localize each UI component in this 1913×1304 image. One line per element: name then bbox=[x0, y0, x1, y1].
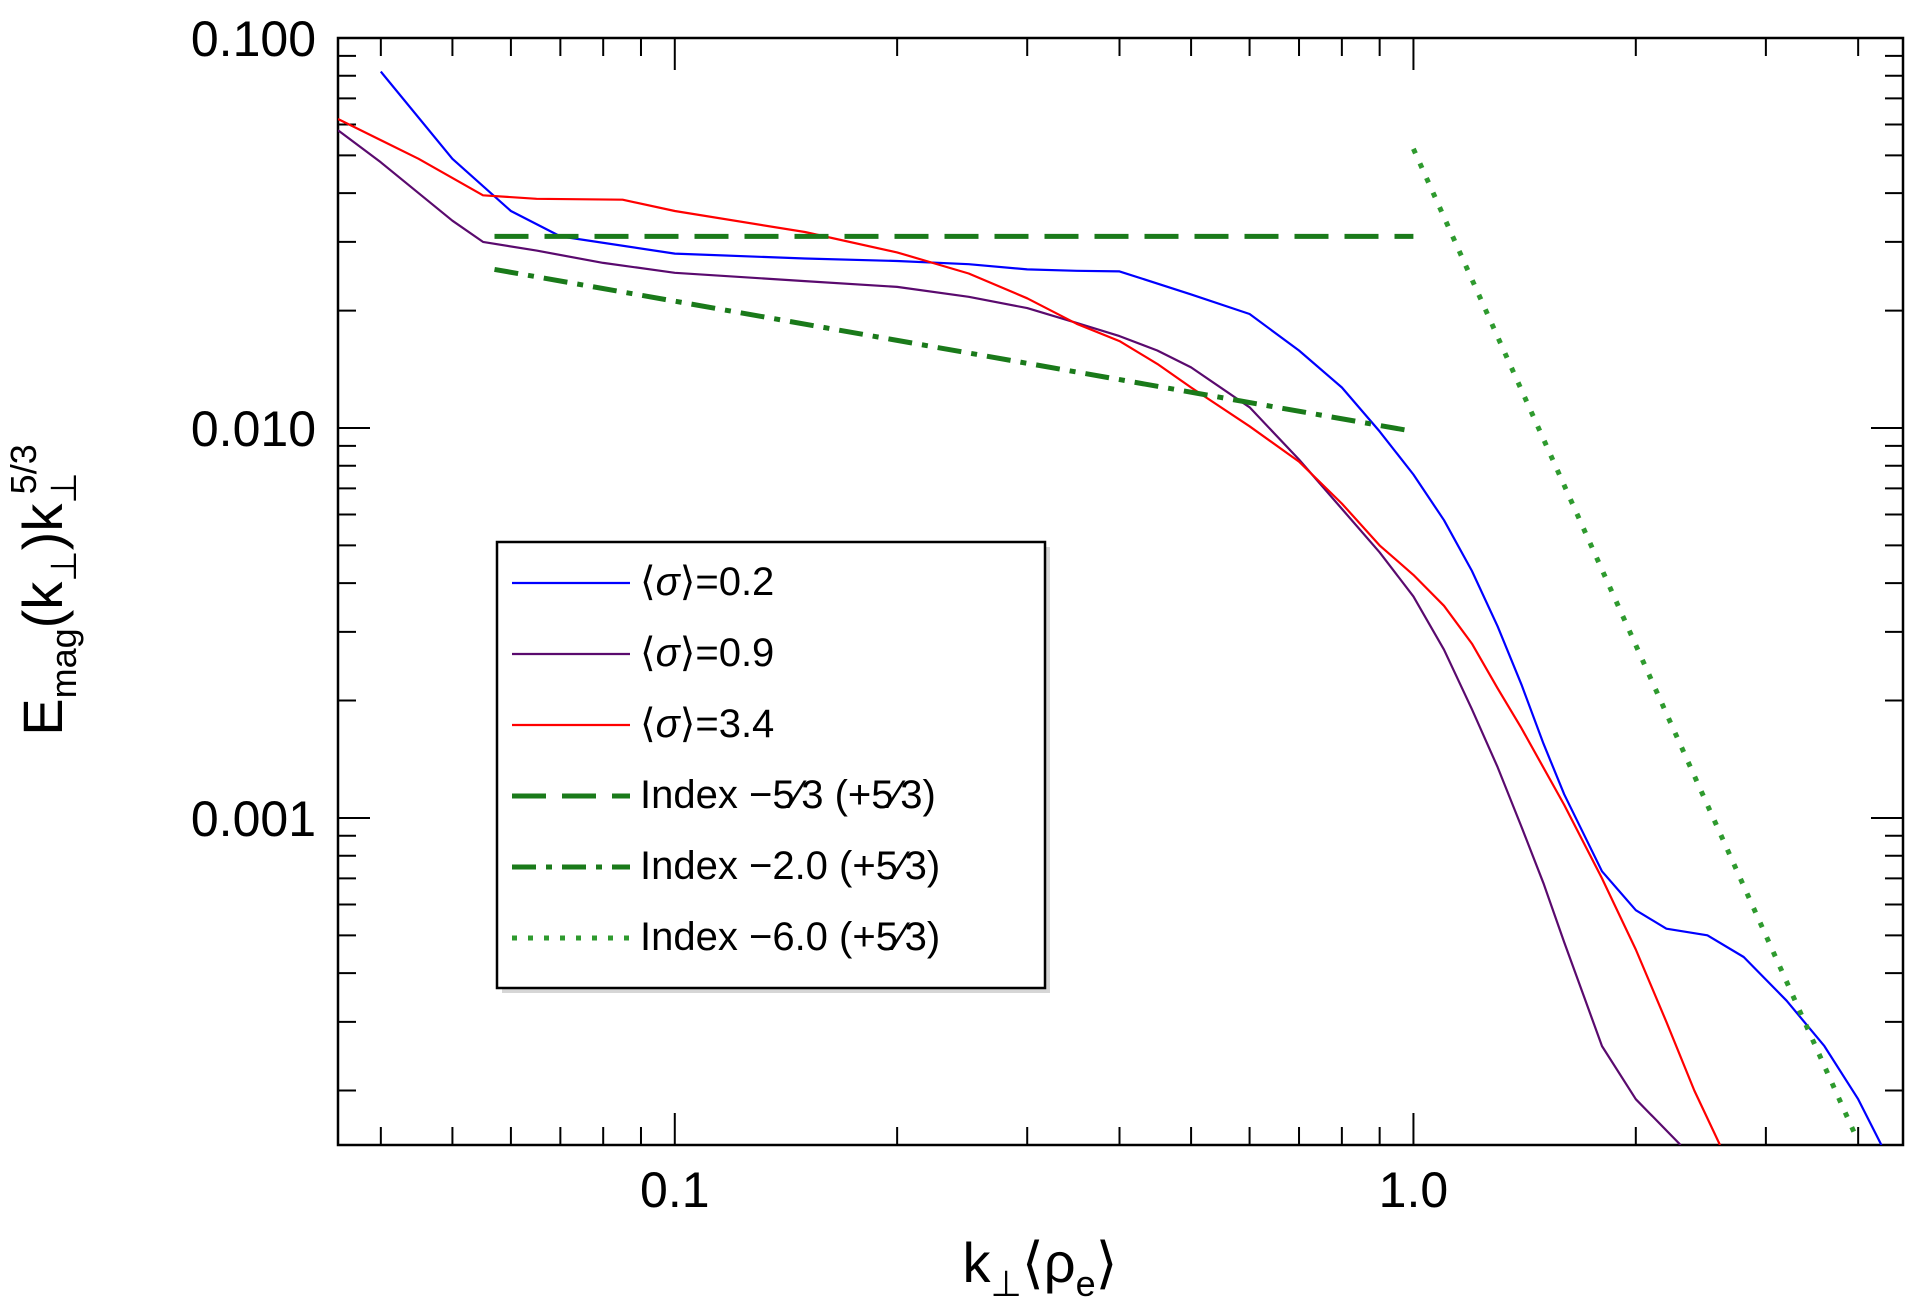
y-axis-label: Emag(k⊥)k⊥5/3 bbox=[3, 444, 84, 735]
series-line-4 bbox=[494, 266, 1414, 434]
y-tick-label: 0.001 bbox=[191, 791, 316, 847]
x-tick-label: 0.1 bbox=[640, 1162, 710, 1218]
y-tick-label: 0.010 bbox=[191, 401, 316, 457]
legend-label: ⟨σ⟩=0.2 bbox=[640, 560, 774, 604]
legend-label: ⟨σ⟩=3.4 bbox=[640, 702, 774, 746]
legend-label: Index −6.0 (+5⁄3) bbox=[640, 915, 940, 959]
axis-ticks bbox=[338, 37, 1903, 1145]
legend-label: Index −2.0 (+5⁄3) bbox=[640, 844, 940, 888]
series-line-2 bbox=[338, 118, 1721, 1145]
legend-label: Index −5⁄3 (+5⁄3) bbox=[640, 773, 936, 817]
legend-label: ⟨σ⟩=0.9 bbox=[640, 631, 774, 675]
series-line-1 bbox=[338, 129, 1682, 1145]
series-line-0 bbox=[379, 70, 1883, 1145]
legend: ⟨σ⟩=0.2 ⟨σ⟩=0.9 ⟨σ⟩=3.4 Index −5⁄3 (+5⁄3) In… bbox=[495, 540, 1050, 993]
y-tick-label: 0.100 bbox=[191, 11, 316, 67]
series-lines bbox=[338, 70, 1883, 1145]
legend-box bbox=[495, 540, 1047, 990]
axis-tick-labels: 0.1 1.0 0.100 0.010 0.001 bbox=[191, 11, 1448, 1218]
x-tick-label: 1.0 bbox=[1379, 1162, 1449, 1218]
x-axis-label: k⊥⟨ρe⟩ bbox=[963, 1231, 1118, 1304]
